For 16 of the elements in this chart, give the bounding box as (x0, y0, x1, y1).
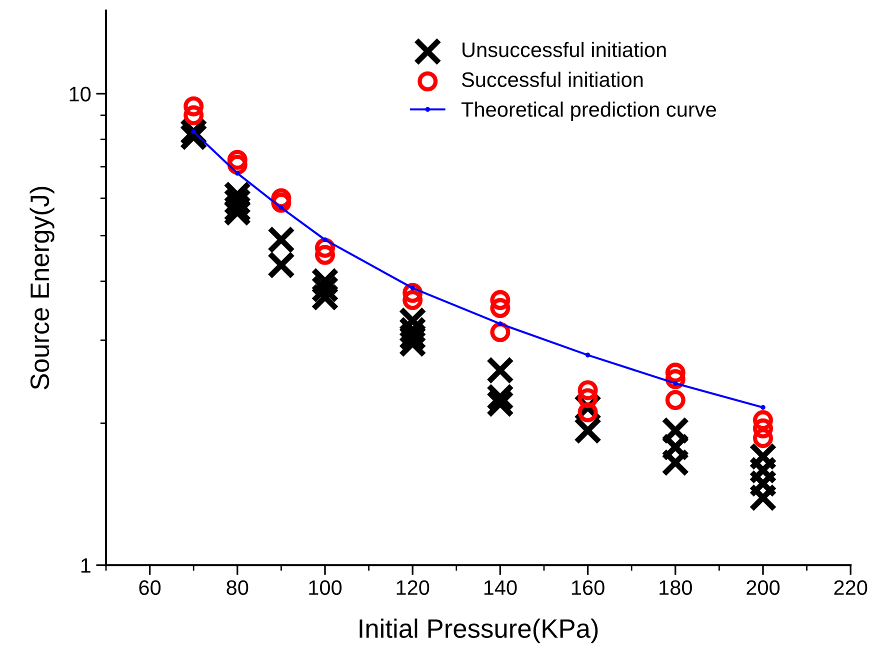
x-tick-label: 80 (226, 580, 248, 596)
legend-label: Unsuccessful initiation (462, 42, 666, 58)
x-tick-label: 60 (139, 580, 161, 596)
legend-label: Successful initiation (462, 72, 643, 88)
x-tick-label: 200 (746, 580, 780, 596)
legend-label: Theoretical prediction curve (461, 102, 716, 121)
x-tick-label: 220 (834, 580, 868, 596)
y-axis-title: Source Energy(J) (30, 186, 54, 390)
x-tick-label: 140 (484, 580, 517, 596)
x-tick-label: 120 (396, 580, 430, 596)
x-tick-label: 180 (660, 580, 692, 596)
x-tick-label: 100 (309, 580, 342, 596)
x-axis-title: Initial Pressure(KPa) (360, 618, 598, 644)
y-tick-label: 1 (81, 558, 90, 573)
x-tick-label: 160 (572, 580, 604, 596)
y-tick-label: 10 (70, 86, 91, 102)
